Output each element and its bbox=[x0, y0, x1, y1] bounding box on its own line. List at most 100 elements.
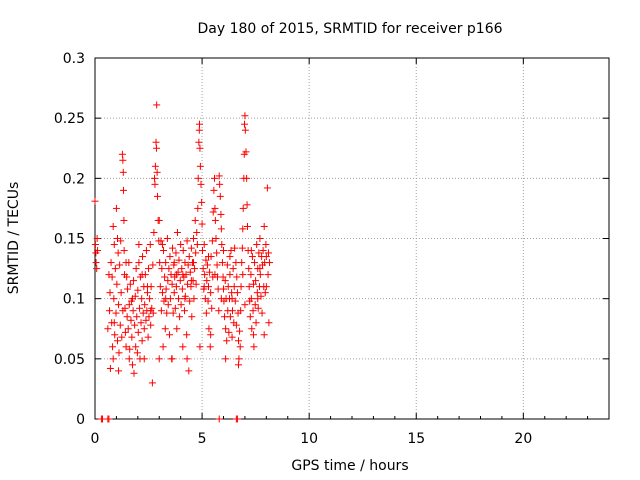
data-point bbox=[175, 256, 183, 264]
data-point bbox=[190, 295, 198, 303]
data-point bbox=[202, 256, 210, 264]
data-point bbox=[162, 285, 170, 293]
data-point bbox=[195, 126, 203, 134]
data-point bbox=[191, 265, 199, 273]
data-point bbox=[246, 313, 254, 321]
data-point bbox=[229, 265, 237, 273]
y-tick-label: 0.2 bbox=[63, 171, 85, 187]
data-point bbox=[239, 225, 247, 233]
data-points bbox=[91, 101, 274, 423]
data-point bbox=[254, 304, 262, 312]
data-point bbox=[166, 253, 174, 261]
data-point bbox=[163, 235, 171, 242]
data-point bbox=[187, 277, 195, 285]
data-point bbox=[93, 235, 101, 242]
data-point bbox=[223, 261, 231, 269]
data-point bbox=[264, 249, 272, 257]
data-point bbox=[128, 333, 136, 341]
data-point bbox=[224, 283, 232, 291]
data-point bbox=[215, 415, 223, 423]
data-point bbox=[168, 355, 176, 363]
data-point bbox=[236, 343, 244, 351]
data-point bbox=[119, 307, 127, 315]
data-point bbox=[93, 265, 101, 273]
data-point bbox=[114, 249, 122, 257]
data-point bbox=[162, 295, 170, 303]
data-point bbox=[230, 283, 238, 291]
data-point bbox=[207, 289, 215, 297]
data-point bbox=[209, 208, 217, 216]
data-point bbox=[199, 265, 207, 273]
y-tick-label: 0.15 bbox=[54, 232, 85, 248]
data-point bbox=[123, 273, 131, 281]
data-point bbox=[196, 144, 204, 152]
data-point bbox=[140, 325, 148, 333]
data-point bbox=[138, 337, 146, 345]
data-point bbox=[164, 301, 172, 309]
data-point bbox=[120, 216, 128, 224]
data-point bbox=[260, 222, 268, 230]
data-point bbox=[243, 201, 251, 209]
data-point bbox=[236, 327, 244, 335]
y-axis-label: SRMTID / TECUs bbox=[6, 182, 22, 295]
data-point bbox=[166, 331, 174, 339]
data-point bbox=[162, 259, 170, 267]
data-point bbox=[133, 349, 141, 357]
data-point bbox=[211, 216, 219, 224]
data-point bbox=[187, 244, 195, 252]
data-point bbox=[200, 241, 208, 249]
data-point bbox=[237, 307, 245, 315]
data-point bbox=[151, 174, 159, 182]
data-point bbox=[138, 295, 146, 303]
data-point bbox=[194, 204, 202, 212]
data-point bbox=[211, 174, 219, 182]
data-point bbox=[175, 295, 183, 303]
axis-ticks: 0 0.05 0.1 0.15 0.2 0.25 0.3 0 5 10 15 20 bbox=[54, 51, 609, 447]
data-point bbox=[208, 237, 216, 245]
data-point bbox=[123, 313, 131, 321]
data-point bbox=[245, 265, 253, 273]
data-point bbox=[118, 150, 126, 158]
data-point bbox=[173, 228, 181, 236]
data-point bbox=[170, 259, 178, 267]
data-point bbox=[109, 222, 117, 230]
data-point bbox=[261, 289, 269, 297]
y-tick-label: 0.05 bbox=[54, 352, 85, 368]
data-point bbox=[165, 265, 173, 273]
data-point bbox=[113, 280, 121, 288]
data-point bbox=[124, 285, 132, 293]
data-point bbox=[217, 295, 225, 303]
data-point bbox=[156, 283, 164, 291]
data-point bbox=[176, 277, 184, 285]
data-point bbox=[199, 247, 207, 255]
data-point bbox=[248, 325, 256, 333]
data-point bbox=[227, 247, 235, 255]
data-point bbox=[226, 271, 234, 279]
data-point bbox=[91, 197, 99, 205]
data-point bbox=[155, 216, 163, 224]
data-point bbox=[92, 259, 100, 267]
data-point bbox=[153, 168, 161, 176]
data-point bbox=[220, 285, 227, 293]
data-point bbox=[247, 247, 255, 255]
x-axis-label: GPS time / hours bbox=[291, 458, 408, 474]
data-point bbox=[196, 120, 204, 128]
data-point bbox=[240, 120, 248, 128]
data-point bbox=[146, 241, 154, 249]
data-point bbox=[135, 241, 143, 249]
data-point bbox=[132, 265, 140, 273]
data-point bbox=[152, 144, 160, 152]
data-point bbox=[120, 247, 128, 255]
data-point bbox=[253, 241, 261, 249]
data-point bbox=[106, 364, 114, 372]
data-point bbox=[128, 361, 136, 369]
data-point bbox=[217, 210, 225, 218]
data-point bbox=[188, 313, 196, 321]
data-point bbox=[169, 244, 177, 252]
data-point bbox=[260, 331, 268, 339]
data-point bbox=[228, 333, 236, 341]
data-point bbox=[190, 235, 198, 242]
data-point bbox=[204, 297, 212, 305]
data-point bbox=[170, 289, 178, 297]
data-point bbox=[157, 237, 165, 245]
